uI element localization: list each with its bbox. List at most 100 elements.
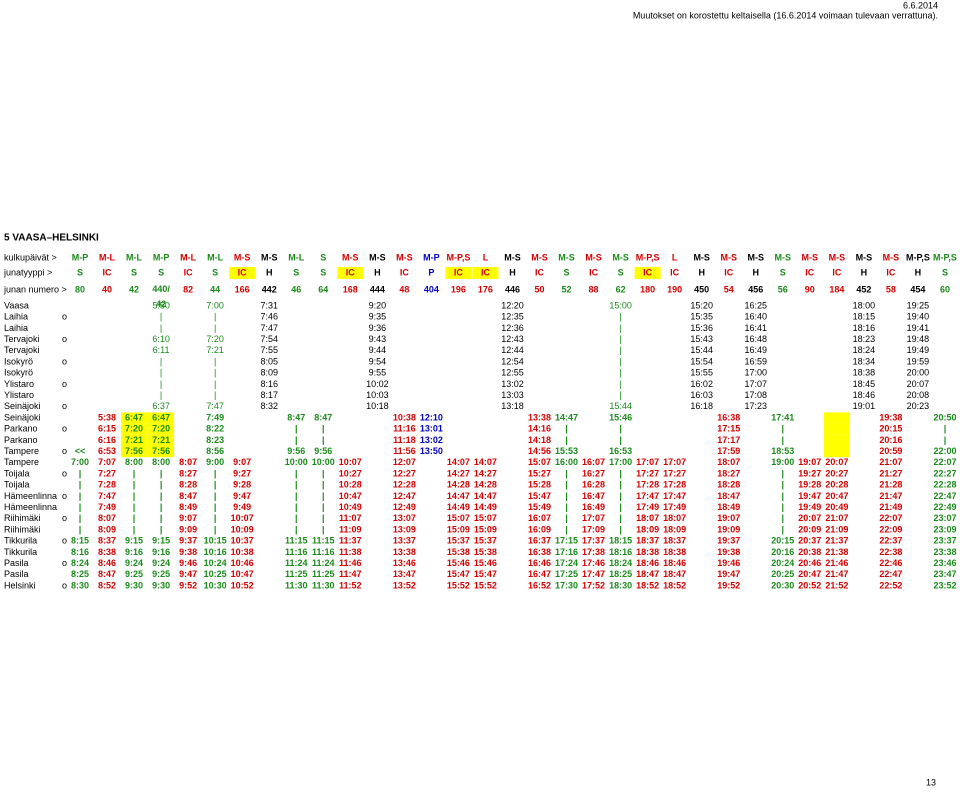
time-cell: 17:28	[663, 480, 686, 490]
time-cell: 5:38	[98, 412, 116, 422]
time-cell: 21:38	[825, 547, 848, 557]
time-cell: 10:00	[285, 457, 308, 467]
header-cell: M-L	[288, 252, 304, 262]
time-cell: 17:49	[663, 502, 686, 512]
time-cell: 18:15	[853, 312, 876, 322]
time-cell: 16:40	[744, 312, 767, 322]
time-cell: 6:11	[153, 345, 170, 355]
time-cell: 7:54	[260, 334, 278, 344]
time-cell: |	[79, 524, 82, 534]
time-cell: 18:27	[717, 468, 740, 478]
time-cell: 7:00	[71, 457, 89, 467]
time-cell: |	[782, 502, 785, 512]
time-cell: 23:37	[933, 536, 956, 546]
time-cell: 12:35	[501, 312, 524, 322]
header-cell: 82	[183, 284, 193, 294]
time-cell: 13:09	[393, 524, 416, 534]
time-cell: 18:37	[663, 536, 686, 546]
time-cell: 9:38	[179, 547, 197, 557]
time-cell: 10:38	[393, 412, 416, 422]
time-cell: |	[295, 491, 298, 501]
time-cell: 18:07	[717, 457, 740, 467]
header-cell: S	[942, 267, 948, 277]
highlight	[337, 267, 364, 279]
time-cell: 9:35	[369, 312, 387, 322]
time-cell: 18:23	[853, 334, 876, 344]
time-cell: |	[133, 524, 136, 534]
time-cell: 20:16	[771, 547, 794, 557]
time-cell: |	[565, 435, 568, 445]
time-cell: 7:47	[206, 401, 224, 411]
header-cell: M-S	[558, 252, 575, 262]
header-cell: L	[672, 252, 678, 262]
time-cell: 17:09	[582, 524, 605, 534]
time-cell: 6:53	[98, 446, 116, 456]
time-cell: 11:24	[312, 558, 335, 568]
time-cell: 15:38	[474, 547, 497, 557]
time-cell: |	[160, 356, 162, 366]
header-cell: M-S	[693, 252, 710, 262]
header-cell: S	[131, 267, 137, 277]
time-cell: 18:15	[609, 536, 632, 546]
header-cell: 452	[856, 284, 871, 294]
date: 6.6.2014	[903, 0, 938, 10]
time-cell: 22:49	[933, 502, 956, 512]
time-cell: |	[133, 468, 136, 478]
page-number: 13	[926, 777, 936, 787]
time-cell: 10:18	[366, 401, 389, 411]
header-cell: 46	[291, 284, 301, 294]
time-cell: 8:52	[98, 580, 116, 590]
time-cell: 12:47	[393, 491, 416, 501]
header-cell: 196	[451, 284, 466, 294]
header-cell: 440/42	[152, 284, 170, 309]
header-cell: M-S	[856, 252, 873, 262]
highlight	[121, 412, 148, 424]
time-cell: 18:16	[853, 323, 876, 333]
time-cell: 12:07	[393, 457, 416, 467]
time-cell: |	[295, 424, 298, 434]
time-cell: 7:21	[125, 435, 143, 445]
time-cell: 9:25	[152, 569, 170, 579]
time-cell: 16:38	[717, 412, 740, 422]
time-cell: 21:07	[879, 457, 902, 467]
time-cell: |	[619, 435, 622, 445]
header-cell: M-S	[720, 252, 737, 262]
header-cell: 404	[424, 284, 439, 294]
station-name: Seinäjoki	[4, 412, 41, 422]
row-label: junatyyppi >	[3, 267, 52, 277]
time-cell: 11:47	[339, 569, 362, 579]
time-cell: |	[782, 513, 785, 523]
time-cell: 18:47	[663, 569, 686, 579]
header-cell: 190	[667, 284, 682, 294]
time-cell: 16:03	[690, 390, 713, 400]
arrival-marker: o	[62, 356, 67, 366]
time-cell: |	[160, 323, 162, 333]
time-cell: 16:47	[528, 569, 551, 579]
station-name: Vaasa	[4, 300, 29, 310]
time-cell: 17:07	[582, 513, 605, 523]
arrival-marker: o	[62, 513, 67, 523]
station-name: Hämeenlinna	[4, 502, 57, 512]
time-cell: |	[160, 379, 162, 389]
time-cell: 11:15	[285, 536, 308, 546]
time-cell: 19:49	[907, 345, 930, 355]
header-cell: IC	[886, 267, 896, 277]
change-note: Muutokset on korostettu keltaisella (16.…	[633, 10, 938, 20]
time-cell: 14:18	[528, 435, 551, 445]
time-cell: 15:47	[474, 569, 497, 579]
time-cell: 9:47	[179, 569, 197, 579]
time-cell: 10:25	[204, 569, 227, 579]
time-cell: 16:59	[744, 356, 767, 366]
time-cell: |	[214, 480, 217, 490]
time-cell: 7:27	[98, 468, 116, 478]
time-cell: 8:00	[125, 457, 143, 467]
time-cell: 7:56	[152, 446, 170, 456]
time-cell: |	[619, 491, 622, 501]
time-cell: 18:52	[636, 580, 659, 590]
time-cell: 18:49	[717, 502, 740, 512]
header-cell: H	[509, 267, 516, 277]
time-cell: |	[565, 502, 568, 512]
time-cell: 11:46	[339, 558, 362, 568]
time-cell: |	[160, 368, 162, 378]
time-cell: 9:16	[152, 547, 170, 557]
